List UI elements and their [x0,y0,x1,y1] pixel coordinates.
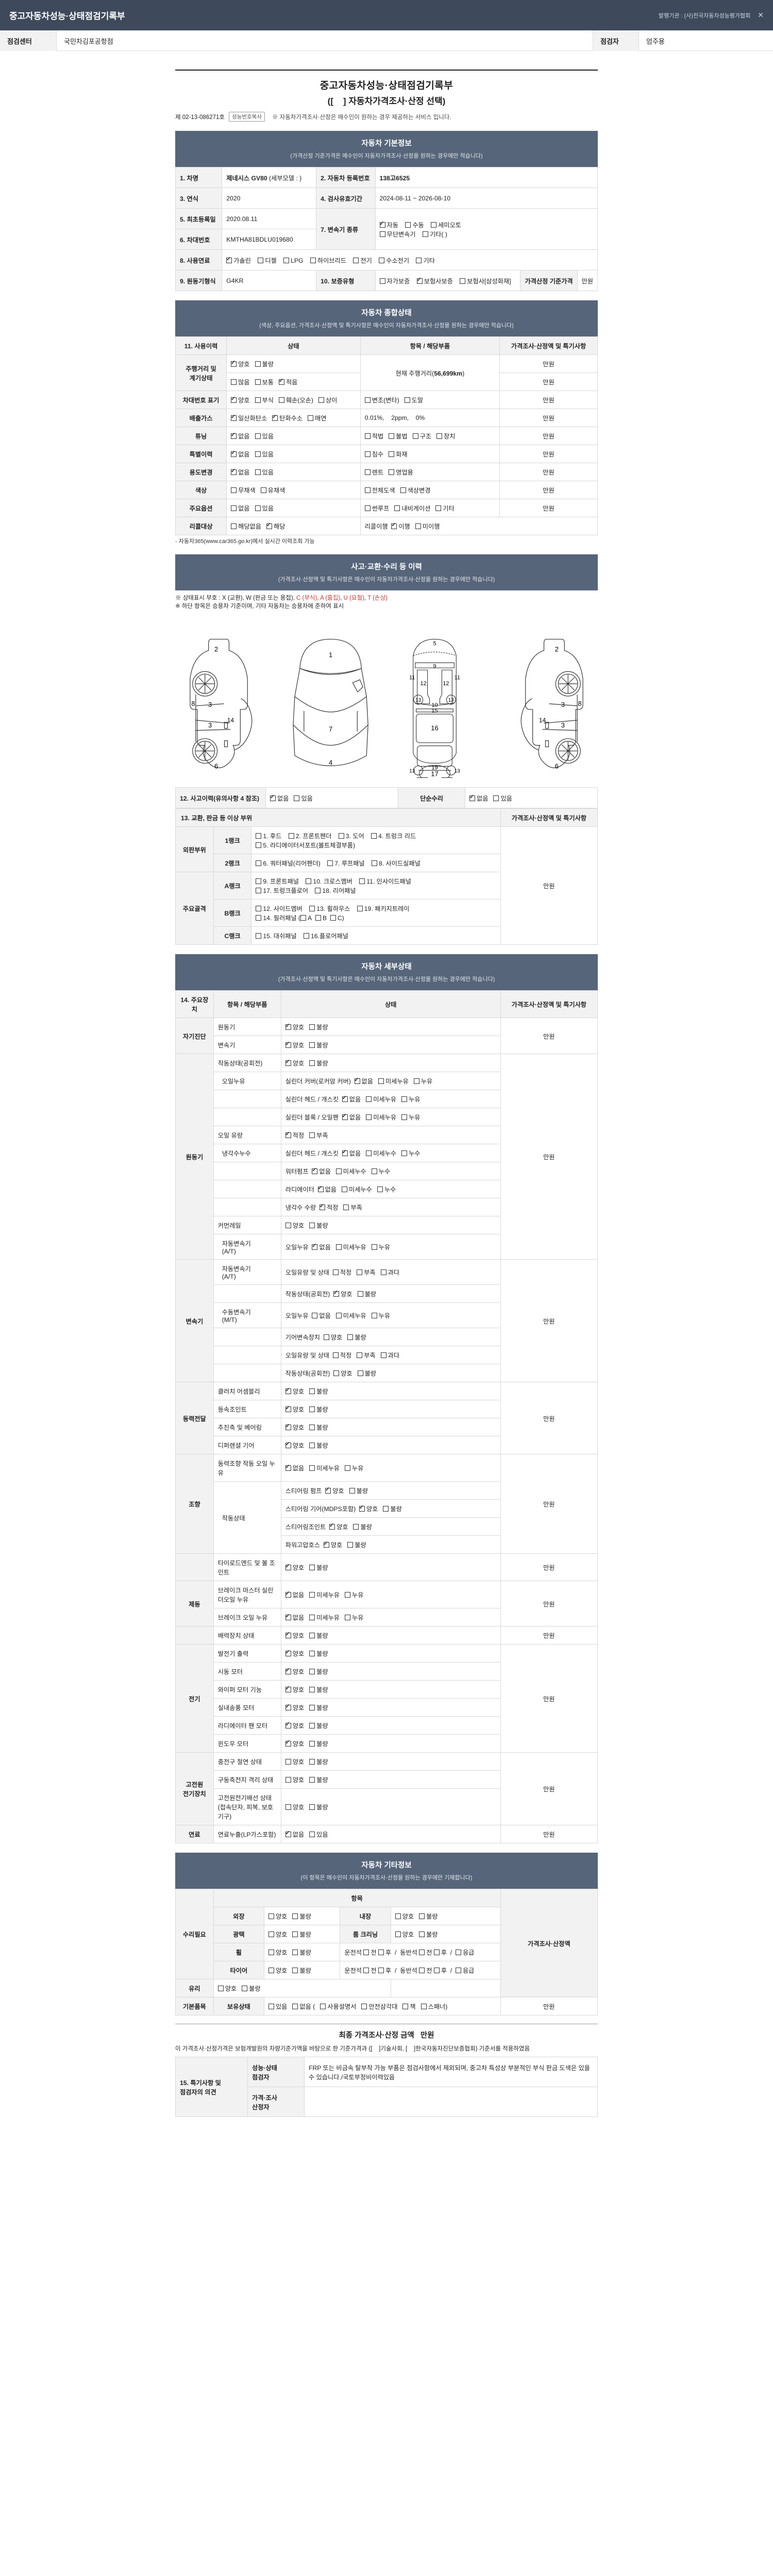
svg-text:14: 14 [227,717,234,724]
svg-text:11: 11 [455,674,460,681]
svg-text:2: 2 [214,646,218,653]
svg-text:6: 6 [555,762,559,770]
svg-text:13: 13 [409,768,415,774]
svg-text:9: 9 [433,663,436,669]
svg-text:12: 12 [421,681,427,687]
svg-text:1: 1 [329,651,332,658]
svg-text:3: 3 [208,721,212,729]
svg-text:15: 15 [431,708,438,714]
svg-text:8: 8 [191,700,195,707]
svg-text:3: 3 [561,721,565,729]
svg-text:3: 3 [208,701,212,708]
svg-text:11: 11 [409,674,415,681]
svg-text:16: 16 [431,724,438,732]
svg-text:13: 13 [455,768,461,774]
svg-text:6: 6 [214,762,218,770]
svg-text:14: 14 [539,717,546,724]
svg-text:2: 2 [555,646,559,653]
svg-text:13: 13 [448,698,455,703]
svg-text:3: 3 [561,701,565,708]
svg-text:12: 12 [443,681,449,687]
svg-text:17: 17 [431,770,438,777]
svg-text:7: 7 [329,725,332,733]
svg-text:13: 13 [415,698,422,703]
svg-text:5: 5 [433,641,436,647]
svg-text:8: 8 [578,700,582,707]
svg-text:4: 4 [329,758,332,766]
